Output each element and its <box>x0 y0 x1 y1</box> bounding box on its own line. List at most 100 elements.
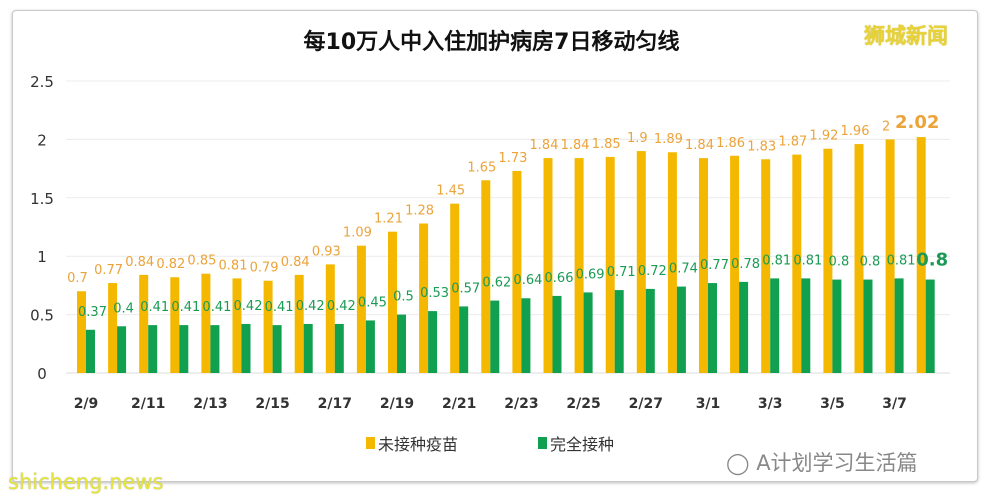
data-label: 1.9 <box>627 131 648 146</box>
data-label: 1.86 <box>716 136 745 151</box>
bar-vaccinated <box>459 306 469 373</box>
data-label: 0.8 <box>916 250 948 271</box>
bar-unvaccinated <box>77 291 86 373</box>
y-tick-label: 0.5 <box>30 307 54 325</box>
bar-unvaccinated <box>667 152 677 373</box>
data-label: 1.83 <box>747 139 776 154</box>
x-tick-label: 3/3 <box>758 396 783 412</box>
x-tick-label: 2/9 <box>74 396 99 412</box>
data-label: 0.93 <box>312 244 341 259</box>
data-label: 1.45 <box>436 184 465 199</box>
data-label: 0.37 <box>78 305 107 320</box>
data-label: 1.28 <box>405 203 434 218</box>
x-tick-label: 2/11 <box>131 396 165 412</box>
bar-vaccinated <box>894 278 904 373</box>
bar-unvaccinated <box>325 264 335 373</box>
bar-unvaccinated <box>792 154 802 373</box>
legend-swatch-yellow <box>366 437 375 449</box>
bar-unvaccinated <box>356 245 366 373</box>
data-label: 0.42 <box>296 299 325 314</box>
bar-vaccinated <box>739 281 749 373</box>
legend-swatch-green <box>538 437 547 449</box>
y-tick-label: 2 <box>37 131 47 149</box>
bar-vaccinated <box>490 300 500 373</box>
x-tick-label: 2/13 <box>193 396 227 412</box>
data-label: 0.74 <box>669 262 698 277</box>
data-label: 0.8 <box>860 255 881 270</box>
data-label: 1.89 <box>654 132 683 147</box>
data-label: 0.72 <box>638 264 667 279</box>
bar-vaccinated <box>801 278 811 373</box>
legend-label: 未接种疫苗 <box>378 435 459 454</box>
bar-unvaccinated <box>388 231 397 373</box>
data-label: 1.21 <box>374 212 403 227</box>
y-tick-label: 1 <box>37 248 47 266</box>
logo-watermark: 狮城新闻 <box>864 24 948 48</box>
bar-unvaccinated <box>761 159 771 373</box>
chart-frame <box>12 10 978 482</box>
data-label: 0.82 <box>156 257 185 272</box>
bar-unvaccinated <box>170 277 180 373</box>
data-label: 0.85 <box>187 254 216 269</box>
data-label: 1.65 <box>467 160 496 175</box>
bar-vaccinated <box>583 292 593 373</box>
data-label: 1.85 <box>592 137 621 152</box>
bar-vaccinated <box>645 288 655 373</box>
bar-unvaccinated <box>699 158 708 373</box>
bar-vaccinated <box>428 311 438 373</box>
data-label: 1.84 <box>685 138 714 153</box>
bar-unvaccinated <box>574 158 584 373</box>
bar-vaccinated <box>925 279 935 373</box>
y-tick-label: 1.5 <box>30 190 54 208</box>
data-label: 1.87 <box>778 135 807 150</box>
legend-item-unvaccinated: 未接种疫苗 <box>366 431 458 455</box>
bar-vaccinated <box>397 314 406 373</box>
bar-unvaccinated <box>916 137 926 373</box>
bar-vaccinated <box>303 323 313 373</box>
bar-unvaccinated <box>108 283 118 373</box>
bar-unvaccinated <box>201 273 211 373</box>
bar-unvaccinated <box>481 180 491 373</box>
data-label: 0.66 <box>545 271 574 286</box>
data-label: 0.77 <box>700 258 729 273</box>
x-tick-label: 2/15 <box>255 396 289 412</box>
x-tick-label: 2/21 <box>442 396 476 412</box>
data-label: 2.02 <box>895 112 939 133</box>
bar-vaccinated <box>832 279 842 373</box>
data-label: 0.71 <box>607 265 636 280</box>
data-label: 0.4 <box>113 301 134 316</box>
bar-vaccinated <box>241 323 251 373</box>
data-label: 1.92 <box>809 129 838 144</box>
data-label: 1.73 <box>498 151 527 166</box>
bar-unvaccinated <box>885 139 895 373</box>
bar-vaccinated <box>334 323 344 373</box>
bar-unvaccinated <box>512 170 522 373</box>
data-label: 0.41 <box>140 300 169 315</box>
site-watermark: shicheng.news <box>8 470 164 494</box>
data-label: 0.57 <box>451 281 480 296</box>
data-label: 0.81 <box>887 253 916 268</box>
bar-vaccinated <box>676 286 686 373</box>
bar-vaccinated <box>552 295 562 373</box>
data-label: 1.84 <box>561 138 590 153</box>
data-label: 0.84 <box>125 255 154 270</box>
data-label: 0.81 <box>762 253 791 268</box>
data-label: 1.09 <box>343 226 372 241</box>
bar-vaccinated <box>770 278 780 373</box>
x-tick-label: 3/1 <box>696 396 721 412</box>
bar-unvaccinated <box>605 156 615 373</box>
data-label: 0.62 <box>482 276 511 291</box>
bar-vaccinated <box>365 320 375 373</box>
data-label: 1.84 <box>530 138 559 153</box>
bar-unvaccinated <box>543 158 553 373</box>
bar-vaccinated <box>117 326 127 373</box>
wechat-watermark: ◯ A计划学习生活篇 <box>726 451 918 475</box>
bar-unvaccinated <box>294 274 304 373</box>
data-label: 0.5 <box>393 290 414 305</box>
bar-vaccinated <box>179 325 189 373</box>
bar-unvaccinated <box>263 280 273 373</box>
data-label: 0.78 <box>731 257 760 272</box>
bar-unvaccinated <box>823 148 833 373</box>
y-tick-label: 0 <box>37 365 47 383</box>
data-label: 0.42 <box>234 299 263 314</box>
